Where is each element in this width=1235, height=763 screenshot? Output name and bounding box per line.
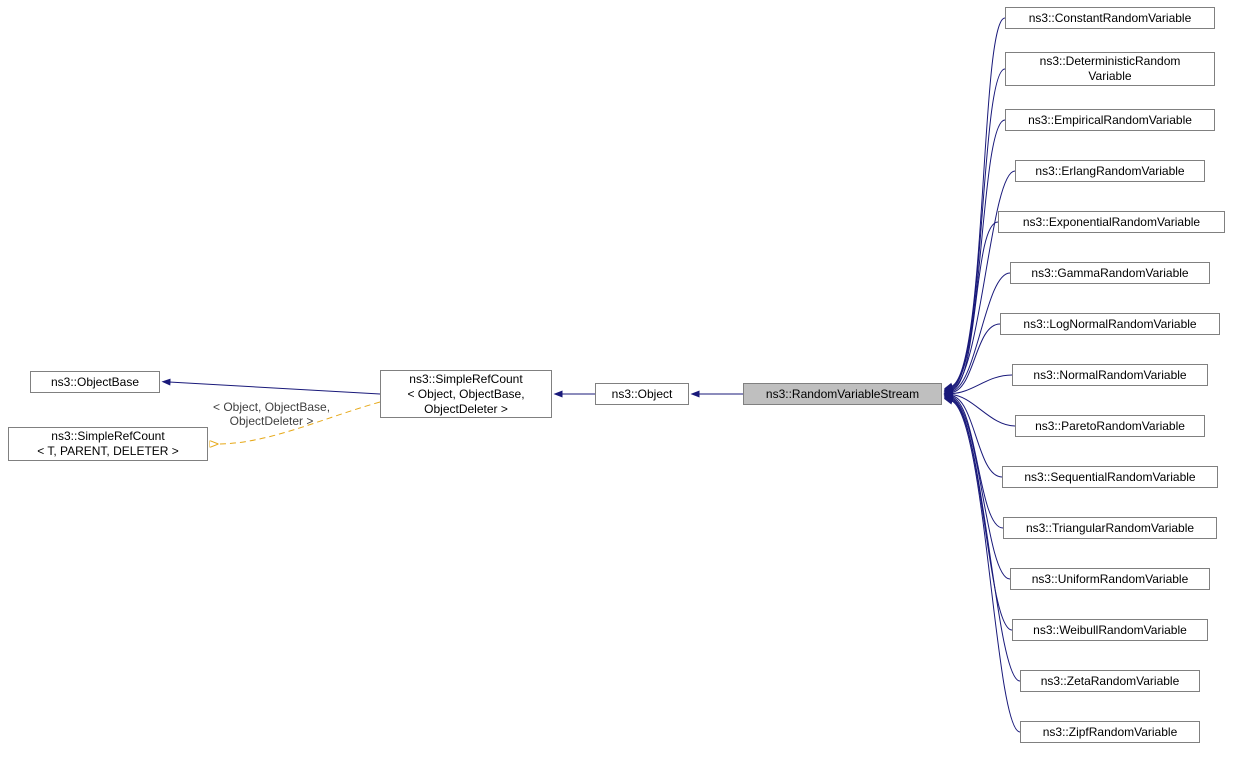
- inheritance-diagram: ns3::ObjectBasens3::SimpleRefCount < T, …: [0, 0, 1235, 763]
- edge-r2-to-main: [951, 120, 1005, 389]
- edge-r6-to-main: [951, 324, 1000, 393]
- node-r11[interactable]: ns3::UniformRandomVariable: [1010, 568, 1210, 590]
- node-objectBase[interactable]: ns3::ObjectBase: [30, 371, 160, 393]
- edge-r11-to-main: [951, 398, 1010, 579]
- edge-r9-to-main: [951, 396, 1002, 477]
- edge-r10-to-main: [951, 397, 1003, 528]
- edge-r14-to-main: [951, 401, 1020, 732]
- node-r4[interactable]: ns3::ExponentialRandomVariable: [998, 211, 1225, 233]
- node-r2[interactable]: ns3::EmpiricalRandomVariable: [1005, 109, 1215, 131]
- node-r10[interactable]: ns3::TriangularRandomVariable: [1003, 517, 1217, 539]
- node-simpleRefCountO[interactable]: ns3::SimpleRefCount < Object, ObjectBase…: [380, 370, 552, 418]
- node-r14[interactable]: ns3::ZipfRandomVariable: [1020, 721, 1200, 743]
- node-r9[interactable]: ns3::SequentialRandomVariable: [1002, 466, 1218, 488]
- node-r7[interactable]: ns3::NormalRandomVariable: [1012, 364, 1208, 386]
- node-r5[interactable]: ns3::GammaRandomVariable: [1010, 262, 1210, 284]
- node-simpleRefCountT[interactable]: ns3::SimpleRefCount < T, PARENT, DELETER…: [8, 427, 208, 461]
- node-r6[interactable]: ns3::LogNormalRandomVariable: [1000, 313, 1220, 335]
- edge-r4-to-main: [951, 222, 998, 391]
- edge-r7-to-main: [951, 375, 1012, 394]
- template-param-label: < Object, ObjectBase, ObjectDeleter >: [213, 400, 330, 428]
- edge-r1-to-main: [951, 69, 1005, 388]
- node-r0[interactable]: ns3::ConstantRandomVariable: [1005, 7, 1215, 29]
- edge-r0-to-main: [951, 18, 1005, 386]
- edge-r12-to-main: [951, 399, 1012, 630]
- node-main[interactable]: ns3::RandomVariableStream: [743, 383, 942, 405]
- edge-r8-to-main: [951, 395, 1015, 426]
- edge-r3-to-main: [951, 171, 1015, 390]
- node-r8[interactable]: ns3::ParetoRandomVariable: [1015, 415, 1205, 437]
- node-r13[interactable]: ns3::ZetaRandomVariable: [1020, 670, 1200, 692]
- node-r12[interactable]: ns3::WeibullRandomVariable: [1012, 619, 1208, 641]
- edge-r13-to-main: [951, 400, 1020, 681]
- node-object[interactable]: ns3::Object: [595, 383, 689, 405]
- node-r3[interactable]: ns3::ErlangRandomVariable: [1015, 160, 1205, 182]
- node-r1[interactable]: ns3::DeterministicRandom Variable: [1005, 52, 1215, 86]
- edge-simpleRefCountO-to-objectBase: [169, 382, 380, 394]
